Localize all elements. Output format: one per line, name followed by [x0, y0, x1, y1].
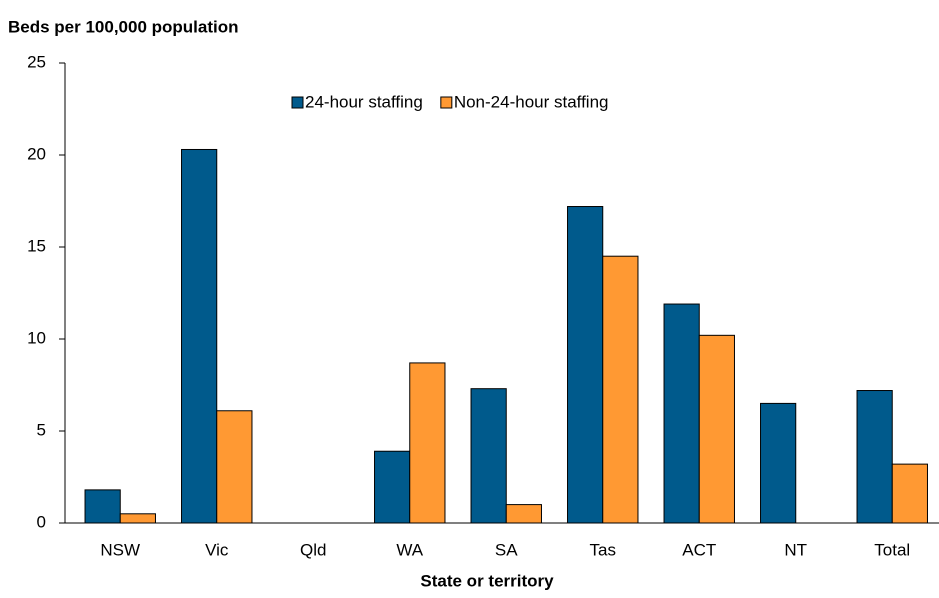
bar [216, 410, 253, 524]
bar [505, 504, 542, 524]
bar [663, 303, 700, 524]
bar [891, 463, 928, 524]
y-tick-label: 5 [37, 420, 46, 439]
bar [374, 450, 411, 524]
bar [470, 388, 507, 524]
bar [698, 334, 735, 524]
bar [760, 402, 797, 524]
x-tick-label: SA [495, 540, 518, 559]
bar [602, 255, 639, 524]
y-tick-label: 25 [27, 52, 46, 71]
y-tick-label: 10 [27, 328, 46, 347]
bar [119, 513, 156, 524]
legend-swatch [291, 96, 304, 109]
x-tick-label: Tas [590, 540, 616, 559]
x-tick-label: ACT [682, 540, 716, 559]
bar [181, 148, 218, 524]
y-axis-label: Beds per 100,000 population [8, 17, 239, 36]
bar [84, 489, 121, 524]
x-tick-label: NT [784, 540, 807, 559]
x-tick-label: Vic [205, 540, 229, 559]
x-tick-label: WA [396, 540, 423, 559]
x-tick-label: Qld [300, 540, 326, 559]
bar [409, 362, 446, 524]
y-tick-label: 20 [27, 144, 46, 163]
x-tick-label: Total [874, 540, 910, 559]
legend-swatch [440, 96, 453, 109]
y-tick-label: 0 [37, 512, 46, 531]
y-tick-label: 15 [27, 236, 46, 255]
bar [567, 206, 604, 524]
x-axis-label: State or territory [420, 571, 554, 590]
x-tick-label: NSW [100, 540, 140, 559]
legend-label: 24-hour staffing [305, 92, 423, 111]
bar [856, 390, 893, 524]
legend-label: Non-24-hour staffing [454, 92, 609, 111]
